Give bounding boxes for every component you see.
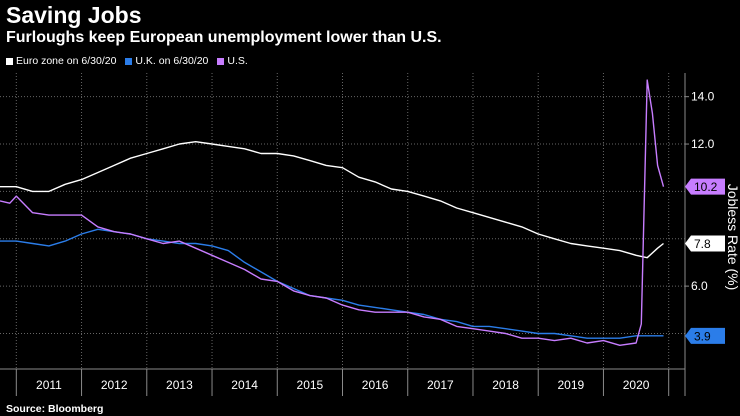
tick-labels: 2011 2012 2013 2014 2015 2016 2017 2018 2019 2020… xyxy=(36,90,715,392)
series-line-euro-zone xyxy=(0,140,664,259)
chart-subtitle: Furloughs keep European unemployment low… xyxy=(6,29,442,46)
legend-swatch-euro-zone xyxy=(6,57,13,65)
legend-label-euro-zone: Euro zone on 6/30/20 xyxy=(16,55,117,67)
end-label-text-us: 10.2 xyxy=(694,180,718,194)
legend-item-us: U.S. xyxy=(217,55,248,67)
x-tick-label: 2011 xyxy=(36,378,62,392)
y-tick-label: 6.0 xyxy=(691,279,708,293)
end-label-tag-us xyxy=(685,178,725,195)
end-label-text-uk: 3.9 xyxy=(694,329,711,343)
end-value-labels: 7.8 3.9 10.2 xyxy=(685,178,725,344)
x-tick-label: 2012 xyxy=(101,378,128,392)
legend-swatch-us xyxy=(217,57,225,65)
series-lines xyxy=(0,79,665,346)
end-label-tag-uk xyxy=(685,327,725,344)
x-tick-label: 2017 xyxy=(427,378,454,392)
end-label-tag-euro-zone xyxy=(685,235,725,252)
grid-lines xyxy=(0,73,685,369)
series-line-us xyxy=(0,79,665,346)
chart-title: Saving Jobs xyxy=(6,2,142,28)
x-tick-label: 2019 xyxy=(557,378,584,392)
legend-item-euro-zone: Euro zone on 6/30/20 xyxy=(6,55,116,67)
x-tick-label: 2016 xyxy=(362,378,389,392)
end-label-text-euro-zone: 7.8 xyxy=(694,237,711,251)
y-tick-label: 12.0 xyxy=(691,137,715,151)
legend-swatch-uk xyxy=(125,57,133,65)
x-tick-label: 2020 xyxy=(623,378,650,392)
axes xyxy=(0,73,689,396)
chart-legend: Euro zone on 6/30/20 U.K. on 6/30/20 U.S… xyxy=(6,55,248,67)
legend-label-us: U.S. xyxy=(227,55,248,67)
x-tick-label: 2013 xyxy=(166,378,193,392)
x-tick-label: 2014 xyxy=(231,378,258,392)
x-tick-label: 2015 xyxy=(297,378,324,392)
series-line-uk xyxy=(0,228,664,339)
source-note: Source: Bloomberg xyxy=(6,403,104,415)
legend-label-uk: U.K. on 6/30/20 xyxy=(135,55,209,67)
legend-item-uk: U.K. on 6/30/20 xyxy=(125,55,208,67)
x-tick-label: 2018 xyxy=(492,378,519,392)
y-tick-label: 14.0 xyxy=(691,90,715,104)
y-axis-label: Jobless Rate (%) xyxy=(725,183,740,291)
